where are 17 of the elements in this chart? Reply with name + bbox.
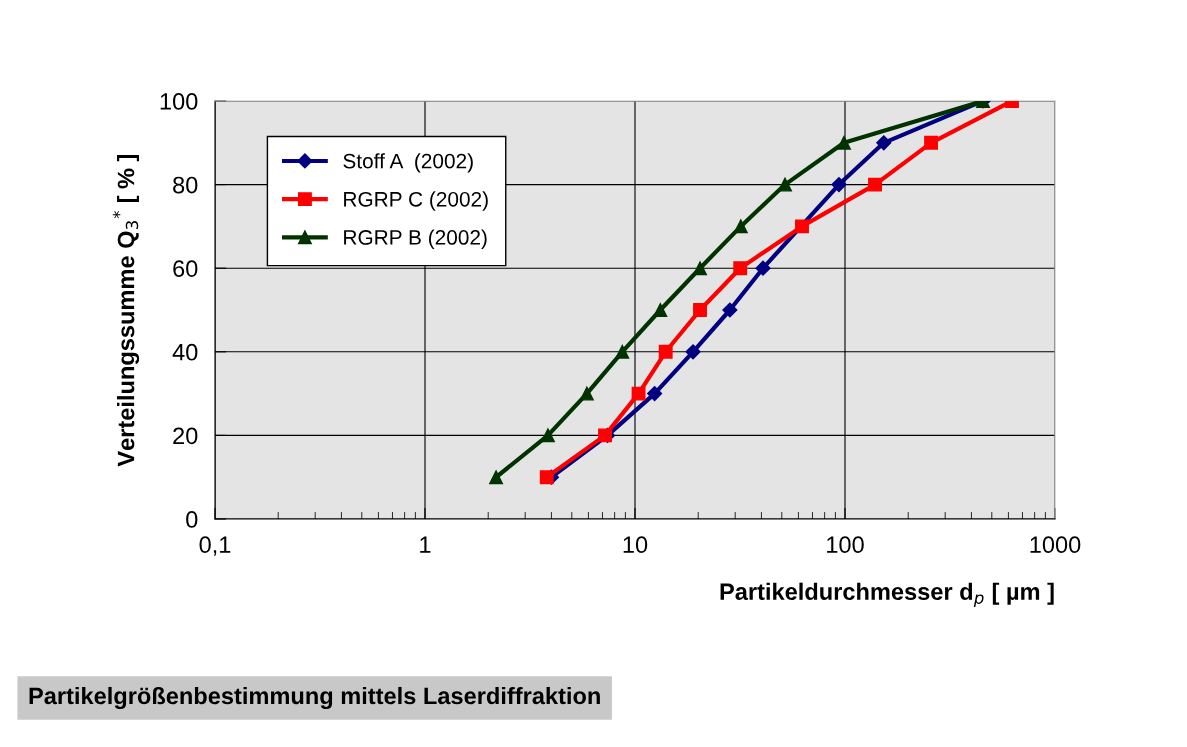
legend-label: RGRP C (2002) — [344, 191, 488, 211]
y-tick-label: 80 — [173, 176, 198, 194]
x-tick-label: 0,1 — [199, 536, 231, 556]
x-axis-title: Partikeldurchmesser d$_{p}$ [ µm ] — [720, 582, 1054, 608]
y-tick-label: 100 — [160, 93, 198, 110]
legend-label: RGRP B (2002) — [344, 229, 487, 249]
y-tick-label: 20 — [173, 427, 198, 445]
y-axis-title: Verteilungssumme Q$_{3}$$^{*}$ [ % ] — [112, 154, 140, 467]
text: Partikelgrößenbestimmung mittels Laserdiffraktion — [29, 686, 600, 710]
x-tick-label: 100 — [827, 536, 864, 554]
legend-label: Stoff A (2002) — [343, 153, 473, 173]
x-tick-label: 10 — [623, 536, 648, 554]
x-tick-label: 1 — [420, 536, 431, 553]
x-tick-label: 1000 — [1030, 536, 1081, 554]
y-tick-label: 40 — [172, 343, 198, 361]
y-tick-label: 0 — [186, 511, 198, 528]
y-tick-label: 60 — [173, 260, 198, 277]
